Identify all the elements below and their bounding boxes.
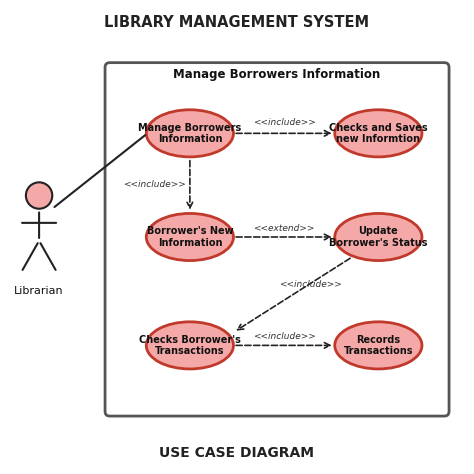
Text: Borrower's New
Information: Borrower's New Information (146, 226, 233, 248)
Text: Update
Borrower's Status: Update Borrower's Status (329, 226, 428, 248)
Text: Checks Borrower's
Transactions: Checks Borrower's Transactions (139, 335, 241, 356)
Ellipse shape (335, 110, 422, 157)
Text: <<include>>: <<include>> (253, 118, 316, 128)
Text: <<include>>: <<include>> (253, 332, 316, 341)
Text: USE CASE DIAGRAM: USE CASE DIAGRAM (159, 446, 315, 460)
Text: Manage Borrowers
Information: Manage Borrowers Information (138, 123, 241, 144)
Text: Records
Transactions: Records Transactions (344, 335, 413, 356)
Ellipse shape (146, 213, 234, 261)
Text: <<include>>: <<include>> (279, 280, 341, 289)
Ellipse shape (335, 213, 422, 261)
Text: Checks and Saves
new Informtion: Checks and Saves new Informtion (329, 123, 428, 144)
Ellipse shape (335, 322, 422, 369)
Text: Librarian: Librarian (14, 286, 64, 296)
Ellipse shape (146, 110, 234, 157)
Text: LIBRARY MANAGEMENT SYSTEM: LIBRARY MANAGEMENT SYSTEM (104, 15, 370, 30)
Text: <<include>>: <<include>> (123, 180, 186, 189)
Circle shape (26, 182, 52, 209)
FancyBboxPatch shape (105, 63, 449, 416)
Text: <<extend>>: <<extend>> (254, 224, 315, 233)
Ellipse shape (146, 322, 234, 369)
Text: Manage Borrowers Information: Manage Borrowers Information (173, 68, 381, 81)
